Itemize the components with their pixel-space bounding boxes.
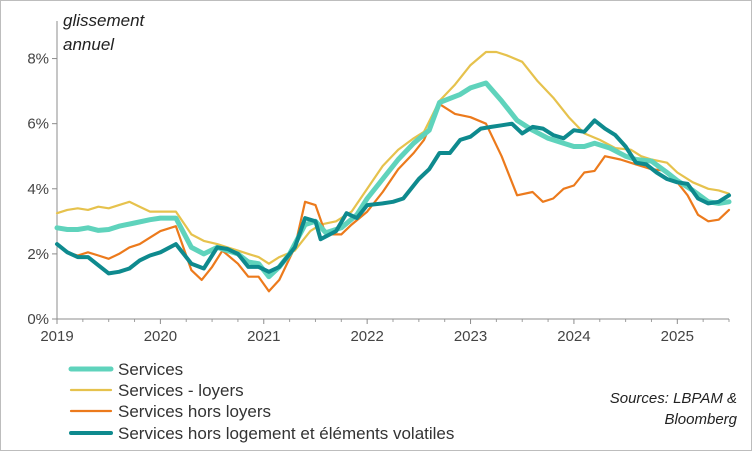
- x-axis: 2019 2020 2021 2022 2023 2024 2025: [40, 319, 730, 345]
- series-line-0: [54, 80, 732, 280]
- x-tick-label: 2019: [40, 328, 73, 345]
- source-line1: Sources: LBPAM &: [610, 390, 737, 407]
- y-axis-label-line1: glissement: [63, 11, 146, 30]
- x-tick-label: 2020: [144, 328, 177, 345]
- series-line-3: [55, 118, 731, 276]
- y-tick-label: 0%: [27, 311, 49, 328]
- y-axis: 0% 2% 4% 6% 8%: [27, 51, 57, 328]
- source-line2: Bloomberg: [664, 411, 737, 428]
- y-tick-label: 8%: [27, 51, 49, 68]
- x-tick-label: 2024: [557, 328, 590, 345]
- x-tick-label: 2025: [661, 328, 694, 345]
- legend-label-2: Services hors loyers: [118, 402, 271, 421]
- y-tick-label: 6%: [27, 116, 49, 133]
- legend: Services Services - loyers Services hors l…: [68, 360, 454, 443]
- x-tick-label: 2021: [247, 328, 280, 345]
- x-tick-label: 2022: [350, 328, 383, 345]
- y-tick-label: 4%: [27, 181, 49, 198]
- x-tick-label: 2023: [454, 328, 487, 345]
- legend-label-1: Services - loyers: [118, 381, 244, 400]
- series-line-1: [55, 50, 731, 265]
- series-line-2: [55, 103, 731, 293]
- series-lines: [54, 50, 732, 293]
- y-tick-label: 2%: [27, 246, 49, 263]
- y-axis-label-line2: annuel: [63, 35, 115, 54]
- legend-label-0: Services: [118, 360, 183, 379]
- legend-label-3: Services hors logement et éléments volat…: [118, 424, 454, 443]
